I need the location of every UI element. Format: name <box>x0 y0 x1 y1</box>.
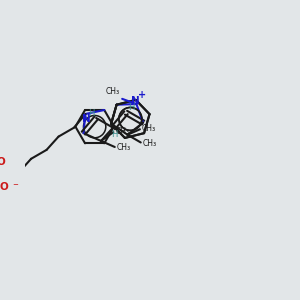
Text: O: O <box>0 157 5 167</box>
Text: CH₃: CH₃ <box>143 139 157 148</box>
Text: H: H <box>128 103 134 112</box>
Text: N: N <box>130 96 140 106</box>
Text: CH₃: CH₃ <box>142 124 156 133</box>
Text: CH₃: CH₃ <box>105 87 119 96</box>
Text: CH₃: CH₃ <box>116 127 130 136</box>
Text: O: O <box>0 182 9 193</box>
Text: ⁻: ⁻ <box>12 182 18 192</box>
Text: N: N <box>82 114 91 124</box>
Text: H: H <box>88 109 94 118</box>
Text: CH₃: CH₃ <box>117 143 131 152</box>
Text: +: + <box>138 90 146 100</box>
Text: H: H <box>112 130 118 139</box>
